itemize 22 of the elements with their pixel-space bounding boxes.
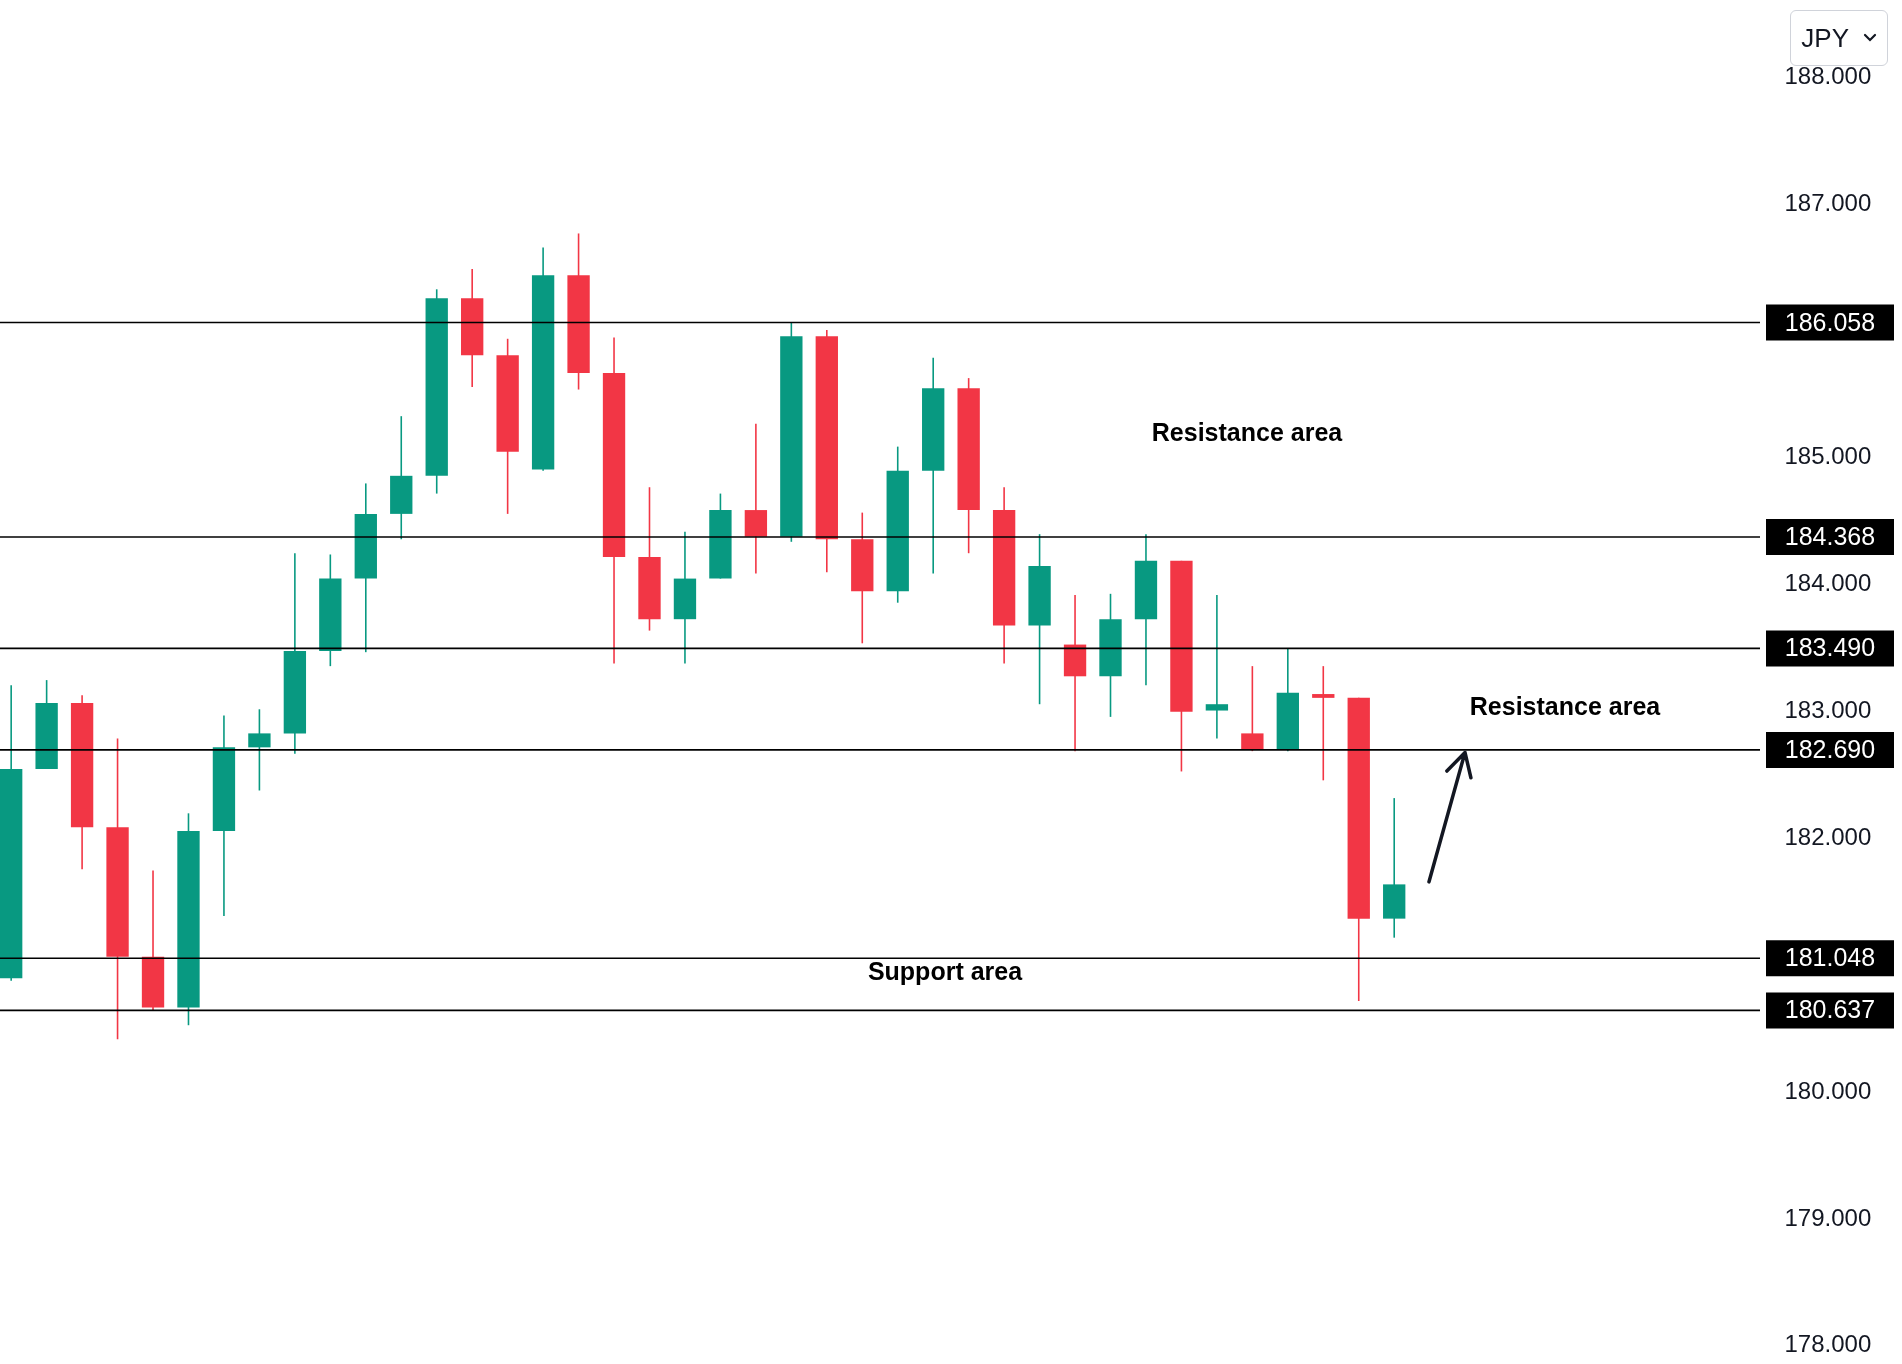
ref-line-label: 186.058 — [1784, 307, 1876, 336]
candlestick — [1312, 665, 1335, 782]
annotation: Resistance area — [1469, 691, 1662, 720]
y-tick-label: 183.000 — [1784, 696, 1872, 724]
y-tick-label: 178.000 — [1784, 1330, 1872, 1358]
ref-line-label: 182.690 — [1784, 734, 1876, 763]
y-tick-label: 187.000 — [1784, 188, 1872, 216]
y-tick-label: 182.000 — [1784, 822, 1872, 850]
y-tick-label: 180.000 — [1784, 1076, 1872, 1104]
candlestick — [1205, 594, 1229, 740]
ref-line-label: 184.368 — [1784, 521, 1876, 550]
ref-line-label: 180.637 — [1784, 995, 1876, 1024]
ref-line-label: 181.048 — [1784, 943, 1876, 972]
annotation: Resistance area — [1151, 417, 1344, 446]
y-tick-label: 179.000 — [1784, 1203, 1872, 1231]
y-tick-label: 184.000 — [1784, 569, 1872, 597]
y-tick-label: 185.000 — [1784, 442, 1872, 470]
currency-dropdown[interactable]: JPY — [1790, 10, 1888, 66]
ref-line-label: 183.490 — [1784, 633, 1876, 662]
candlestick — [1241, 665, 1264, 752]
candlestick — [248, 708, 271, 792]
annotation: Support area — [867, 956, 1024, 985]
